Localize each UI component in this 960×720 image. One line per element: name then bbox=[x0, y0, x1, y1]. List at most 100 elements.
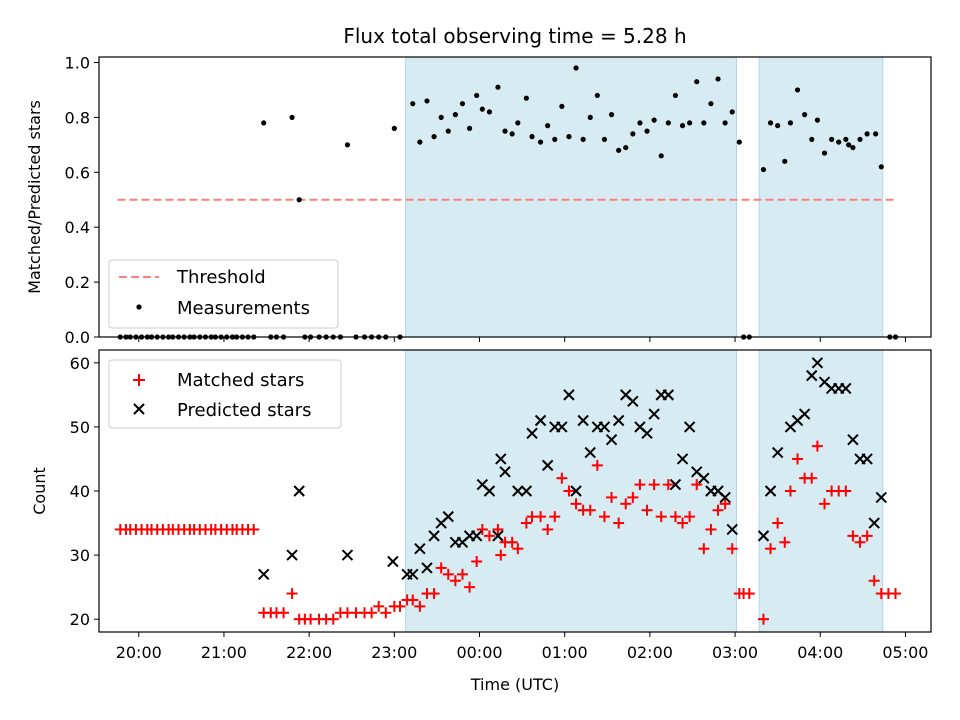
predicted-point bbox=[627, 395, 639, 407]
measurement-point bbox=[509, 131, 515, 137]
matched-point bbox=[584, 504, 596, 516]
predicted-point bbox=[526, 427, 538, 440]
bottom-legend: Matched stars Predicted stars bbox=[108, 359, 342, 429]
matched-point bbox=[414, 600, 426, 612]
matched-point bbox=[655, 511, 667, 523]
matched-point bbox=[868, 575, 880, 587]
matched-point bbox=[648, 479, 660, 491]
matched-point bbox=[854, 536, 866, 548]
measurement-point bbox=[424, 98, 430, 104]
measurement-point bbox=[794, 87, 801, 93]
measurement-point bbox=[687, 120, 693, 126]
matched-point bbox=[634, 479, 646, 491]
x-tick-label: 23:00 bbox=[371, 643, 417, 662]
predicted-point bbox=[495, 453, 507, 465]
predicted-point bbox=[641, 427, 653, 440]
x-tick-label: 22:00 bbox=[286, 643, 332, 662]
matched-point bbox=[476, 523, 488, 535]
measurement-point bbox=[537, 139, 544, 145]
matched-point bbox=[819, 498, 831, 510]
measurement-point bbox=[515, 120, 521, 126]
measurement-point bbox=[573, 65, 579, 71]
matched-point bbox=[471, 556, 483, 567]
measurement-point bbox=[289, 114, 295, 120]
measurement-point bbox=[261, 120, 267, 126]
matched-point bbox=[890, 588, 902, 600]
predicted-point bbox=[676, 453, 689, 465]
x-tick-label: 02:00 bbox=[627, 643, 673, 662]
matched-point bbox=[428, 588, 440, 600]
measurement-point bbox=[864, 131, 870, 137]
top-x-ticks bbox=[138, 337, 906, 342]
shaded-interval bbox=[758, 349, 884, 633]
predicted-point bbox=[648, 408, 660, 420]
predicted-point bbox=[669, 478, 682, 491]
measurement-point bbox=[495, 84, 501, 90]
legend-threshold-label: Threshold bbox=[176, 267, 266, 288]
measurement-point bbox=[431, 134, 437, 140]
measurement-point bbox=[608, 112, 615, 118]
matched-point bbox=[743, 588, 755, 600]
measurement-point bbox=[729, 109, 735, 115]
matched-point bbox=[407, 594, 419, 606]
y-tick-label: 40 bbox=[70, 482, 90, 501]
predicted-point bbox=[483, 485, 496, 497]
predicted-point bbox=[341, 549, 354, 561]
predicted-point bbox=[875, 491, 888, 504]
measurement-point bbox=[802, 112, 808, 118]
legend-predicted-swatch bbox=[133, 403, 145, 415]
predicted-point bbox=[577, 414, 589, 427]
matched-point bbox=[772, 517, 784, 529]
top-y-axis-label: Matched/Predicted stars bbox=[25, 100, 44, 294]
x-tick-label: 20:00 bbox=[116, 643, 162, 662]
measurement-point bbox=[722, 120, 728, 126]
top-legend: Threshold Measurements bbox=[108, 259, 339, 329]
matched-point bbox=[684, 511, 696, 523]
measurement-point bbox=[775, 123, 781, 129]
x-axis-label: Time (UTC) bbox=[470, 675, 559, 694]
matched-point bbox=[373, 600, 385, 612]
matched-point bbox=[380, 607, 392, 619]
measurement-point bbox=[637, 120, 643, 126]
x-tick-label: 21:00 bbox=[201, 643, 247, 662]
y-tick-label: 30 bbox=[70, 546, 90, 565]
matched-point bbox=[757, 613, 769, 625]
matched-point bbox=[779, 536, 791, 548]
matched-point bbox=[598, 511, 610, 523]
measurement-point bbox=[452, 112, 458, 118]
matched-point bbox=[669, 511, 681, 523]
matched-point bbox=[691, 479, 703, 491]
measurement-point bbox=[760, 166, 767, 173]
predicted-point bbox=[499, 466, 511, 478]
bottom-x-axis: 20:00 21:00 22:00 23:00 00:00 01:00 02:00 03:00… bbox=[116, 632, 928, 662]
predicted-point bbox=[428, 530, 440, 542]
predicted-point bbox=[520, 485, 533, 497]
matched-point bbox=[840, 485, 852, 497]
matched-point bbox=[327, 613, 339, 625]
measurement-point bbox=[694, 79, 700, 85]
measurement-point bbox=[821, 150, 828, 156]
predicted-point bbox=[698, 472, 710, 484]
y-tick-label: 0.0 bbox=[65, 328, 90, 347]
measurement-point bbox=[809, 136, 815, 142]
predicted-point bbox=[605, 434, 618, 446]
measurement-point bbox=[445, 128, 451, 134]
matched-point bbox=[535, 511, 547, 523]
measurement-point bbox=[296, 197, 302, 203]
matched-point bbox=[286, 588, 298, 600]
bottom-panel: 20 30 40 50 60 20:00 21:00 22:00 23:00 00:00 01:0… bbox=[30, 349, 932, 694]
matched-point bbox=[641, 504, 653, 516]
measurement-point bbox=[580, 136, 586, 142]
predicted-point bbox=[719, 491, 731, 504]
measurement-point bbox=[601, 136, 608, 142]
measurement-point bbox=[523, 95, 529, 101]
measurement-point bbox=[616, 147, 622, 153]
predicted-point bbox=[286, 549, 298, 561]
matched-point bbox=[705, 523, 717, 535]
predicted-point bbox=[868, 517, 880, 529]
measurement-point bbox=[594, 92, 600, 99]
predicted-point bbox=[598, 421, 611, 433]
matched-point bbox=[492, 523, 504, 535]
shaded-interval bbox=[405, 56, 737, 338]
